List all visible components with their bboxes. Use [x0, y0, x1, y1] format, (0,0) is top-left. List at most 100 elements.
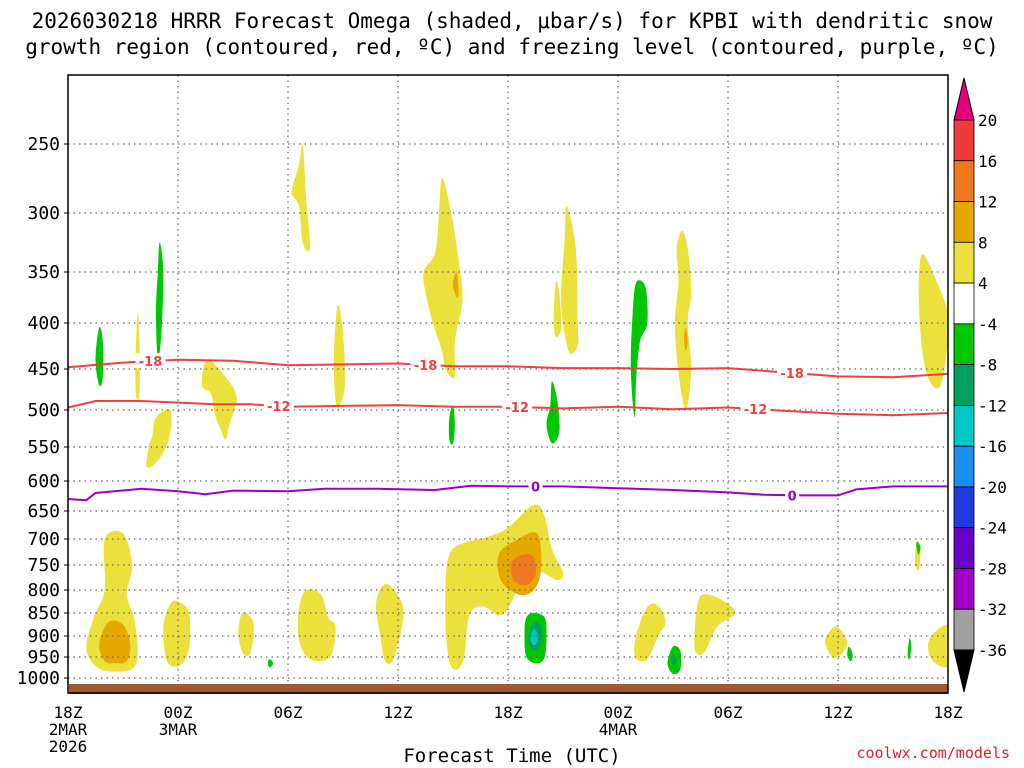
contour-label-dgz-bottom-0: -12 — [267, 400, 291, 415]
colorbar-bin-3 — [953, 241, 975, 284]
contour-label-bg-dgz-bottom-1 — [502, 398, 533, 414]
x-tick-label-30-0: 00Z — [604, 703, 633, 722]
colorbar-bin-1 — [953, 160, 975, 202]
omega-feature-27 — [448, 405, 455, 445]
omega-feature-17 — [423, 178, 463, 379]
axis-labels-layer: 2503003504004505005506006507007508008509… — [17, 134, 963, 756]
colorbar-layer: 20 16 12 8 4 -4 -8 -12 -16 -20 -24 -28 -32 -36 — [953, 77, 1007, 693]
colorbar-label-4: 4 — [978, 274, 988, 293]
omega-feature-22 — [684, 327, 688, 351]
contour-label-bg-freezing-level-1 — [785, 487, 800, 503]
chart-title-line2: growth region (contoured, red, ºC) and f… — [25, 35, 999, 59]
omega-feature-16 — [333, 304, 345, 408]
omega-feature-20 — [561, 205, 579, 354]
omega-feature-25 — [95, 326, 104, 387]
omega-feature-35 — [671, 654, 677, 666]
colorbar-label-3: 8 — [978, 233, 988, 252]
omega-feature-3 — [238, 612, 254, 657]
colorbar-label-1: 16 — [978, 152, 997, 171]
y-tick-label-750: 750 — [27, 555, 60, 576]
omega-feature-19 — [553, 280, 562, 338]
colorbar-bin-10 — [953, 527, 975, 569]
colorbar-label-11: -28 — [978, 559, 1007, 578]
colorbar-label-0: 20 — [978, 111, 997, 130]
colorbar-label-10: -24 — [978, 519, 1007, 538]
colorbar-label-2: 12 — [978, 193, 997, 212]
contour-label-dgz-top-2: -18 — [780, 367, 804, 382]
colorbar-bin-12 — [953, 608, 975, 651]
y-tick-label-450: 450 — [27, 359, 60, 380]
contour-label-bg-dgz-bottom-0 — [263, 398, 294, 414]
omega-feature-8 — [510, 554, 537, 586]
x-tick-label-36-0: 06Z — [714, 703, 743, 722]
colorbar-bin-7 — [953, 404, 975, 447]
y-tick-label-700: 700 — [27, 529, 60, 550]
gridlines-layer — [68, 75, 948, 693]
colorbar-label-8: -16 — [978, 437, 1007, 456]
omega-feature-2 — [163, 600, 191, 667]
contour-label-bg-dgz-bottom-2 — [740, 401, 771, 417]
contour-layer: -18 -18 -18 -12 -12 -12 0 0 — [68, 353, 948, 504]
omega-feature-13 — [291, 142, 311, 252]
omega-feature-5 — [375, 584, 404, 664]
y-tick-label-500: 500 — [27, 400, 60, 421]
x-tick-label-42-0: 12Z — [824, 703, 853, 722]
omega-feature-30 — [267, 659, 274, 668]
colorbar-bottom-arrow — [953, 649, 975, 693]
colorbar-label-12: -32 — [978, 600, 1007, 619]
y-tick-label-1000: 1000 — [17, 668, 60, 689]
contour-freezing-level — [68, 484, 948, 502]
y-tick-label-350: 350 — [27, 262, 60, 283]
y-tick-label-400: 400 — [27, 313, 60, 334]
omega-feature-18 — [453, 271, 459, 298]
colorbar-label-9: -20 — [978, 478, 1007, 497]
omega-feature-11 — [825, 626, 848, 658]
x-tick-label-18-0: 12Z — [384, 703, 413, 722]
plot-frame — [67, 74, 949, 694]
colorbar-bin-8 — [953, 445, 975, 488]
y-tick-label-300: 300 — [27, 203, 60, 224]
x-tick-label-48-0: 18Z — [934, 703, 963, 722]
contour-label-freezing-level-0: 0 — [531, 480, 540, 495]
contour-label-dgz-top-1: -18 — [414, 359, 438, 374]
omega-feature-36 — [907, 637, 912, 660]
x-tick-label-0-1: 2MAR — [49, 720, 88, 739]
colorbar-label-13: -36 — [978, 641, 1007, 660]
omega-feature-37 — [847, 646, 853, 662]
omega-feature-23 — [918, 254, 948, 389]
x-tick-label-30-1: 4MAR — [599, 720, 638, 739]
colorbar-bin-5 — [953, 323, 975, 366]
contour-label-bg-freezing-level-0 — [528, 478, 543, 494]
contour-label-bg-dgz-top-2 — [777, 364, 808, 380]
y-tick-label-800: 800 — [27, 580, 60, 601]
omega-feature-1 — [99, 620, 131, 664]
contour-label-dgz-top-0: -18 — [139, 355, 163, 370]
colorbar-bin-11 — [953, 568, 975, 610]
colorbar-label-5: -4 — [978, 315, 997, 334]
terrain-ground — [69, 684, 948, 694]
y-tick-label-850: 850 — [27, 603, 60, 624]
omega-shading-layer — [86, 142, 948, 675]
y-tick-label-900: 900 — [27, 626, 60, 647]
omega-feature-9 — [634, 603, 666, 662]
y-tick-label-950: 950 — [27, 647, 60, 668]
colorbar-label-7: -12 — [978, 396, 1007, 415]
contour-dgz-bottom — [68, 400, 948, 417]
terrain-layer — [69, 684, 948, 694]
omega-feature-14 — [201, 359, 237, 440]
colorbar-bin-4 — [953, 282, 975, 325]
x-tick-label-0-2: 2026 — [49, 737, 88, 756]
y-tick-label-250: 250 — [27, 134, 60, 155]
colorbar-bin-6 — [953, 364, 975, 406]
omega-feature-39 — [916, 541, 921, 555]
x-axis-title: Forecast Time (UTC) — [403, 745, 621, 767]
omega-feature-4 — [297, 589, 336, 662]
omega-feature-21 — [674, 230, 692, 411]
x-tick-label-0-0: 18Z — [54, 703, 83, 722]
contour-label-dgz-bottom-1: -12 — [505, 401, 529, 416]
contour-label-bg-dgz-top-1 — [410, 356, 441, 372]
contour-label-dgz-bottom-2: -12 — [744, 403, 768, 418]
x-tick-label-6-1: 3MAR — [159, 720, 198, 739]
omega-feature-12 — [927, 625, 948, 668]
